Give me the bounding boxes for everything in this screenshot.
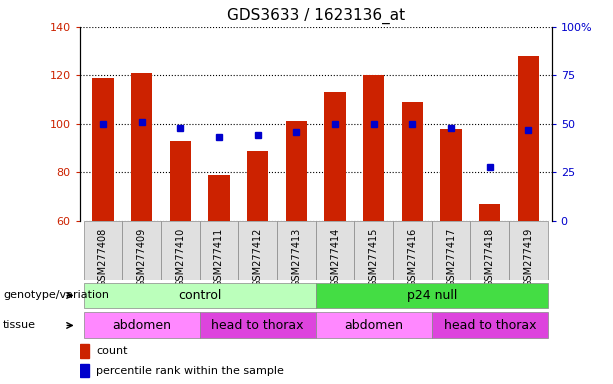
FancyBboxPatch shape: [432, 313, 548, 338]
FancyBboxPatch shape: [354, 221, 393, 280]
FancyBboxPatch shape: [316, 313, 432, 338]
Text: p24 null: p24 null: [406, 289, 457, 302]
Text: GSM277409: GSM277409: [137, 228, 147, 287]
Text: GSM277408: GSM277408: [98, 228, 108, 287]
Text: GSM277412: GSM277412: [253, 228, 262, 287]
Text: GSM277419: GSM277419: [524, 228, 533, 287]
Text: tissue: tissue: [3, 320, 36, 331]
Bar: [80, 344, 89, 358]
Text: GSM277413: GSM277413: [291, 228, 302, 287]
FancyBboxPatch shape: [316, 221, 354, 280]
Text: GSM277414: GSM277414: [330, 228, 340, 287]
Text: percentile rank within the sample: percentile rank within the sample: [96, 366, 284, 376]
Title: GDS3633 / 1623136_at: GDS3633 / 1623136_at: [227, 8, 405, 24]
Text: abdomen: abdomen: [345, 319, 403, 332]
Text: head to thorax: head to thorax: [211, 319, 304, 332]
Text: GSM277418: GSM277418: [485, 228, 495, 287]
FancyBboxPatch shape: [509, 221, 548, 280]
FancyBboxPatch shape: [122, 221, 161, 280]
Bar: [170, 141, 191, 221]
Bar: [402, 102, 423, 221]
Bar: [479, 204, 500, 221]
Bar: [518, 56, 539, 221]
Text: head to thorax: head to thorax: [444, 319, 536, 332]
Text: genotype/variation: genotype/variation: [3, 290, 109, 301]
FancyBboxPatch shape: [432, 221, 470, 280]
Bar: [441, 129, 462, 221]
FancyBboxPatch shape: [83, 221, 122, 280]
FancyBboxPatch shape: [200, 221, 238, 280]
Text: abdomen: abdomen: [112, 319, 171, 332]
FancyBboxPatch shape: [470, 221, 509, 280]
Bar: [363, 75, 384, 221]
Bar: [286, 121, 307, 221]
FancyBboxPatch shape: [316, 283, 548, 308]
FancyBboxPatch shape: [161, 221, 200, 280]
FancyBboxPatch shape: [393, 221, 432, 280]
Text: GSM277410: GSM277410: [175, 228, 185, 287]
Bar: [131, 73, 152, 221]
FancyBboxPatch shape: [83, 313, 200, 338]
Bar: [208, 175, 230, 221]
Bar: [247, 151, 268, 221]
Text: GSM277415: GSM277415: [369, 228, 379, 287]
FancyBboxPatch shape: [277, 221, 316, 280]
Bar: [80, 364, 89, 377]
Text: GSM277411: GSM277411: [214, 228, 224, 287]
Text: GSM277417: GSM277417: [446, 228, 456, 287]
Bar: [324, 92, 346, 221]
FancyBboxPatch shape: [238, 221, 277, 280]
FancyBboxPatch shape: [83, 283, 316, 308]
Text: GSM277416: GSM277416: [408, 228, 417, 287]
Bar: [93, 78, 113, 221]
FancyBboxPatch shape: [200, 313, 316, 338]
Text: control: control: [178, 289, 221, 302]
Text: count: count: [96, 346, 128, 356]
